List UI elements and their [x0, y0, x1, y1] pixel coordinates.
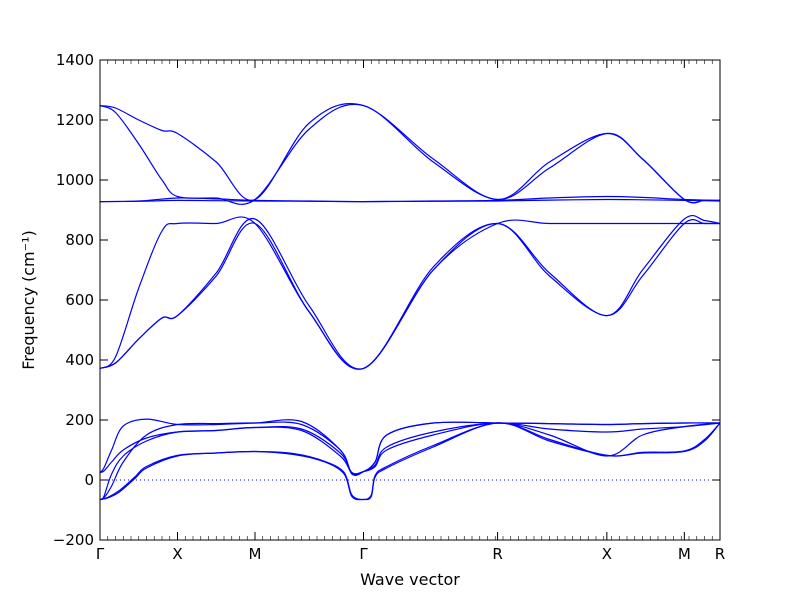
- branch-line-12: [99, 422, 721, 501]
- y-tick-label: 1400: [56, 51, 94, 69]
- x-tick-label: X: [172, 545, 182, 563]
- y-tick-label: 600: [65, 291, 94, 309]
- x-tick-label: X: [602, 545, 612, 563]
- branch-line-6: [99, 215, 721, 370]
- branch-line-7: [99, 421, 721, 501]
- branch-line-11: [99, 422, 721, 501]
- branch-line-3: [99, 198, 721, 203]
- branch-line-1: [99, 103, 721, 205]
- branch-line-0: [99, 102, 721, 204]
- x-tick-label: M: [678, 545, 691, 563]
- branch-line-9: [99, 422, 721, 501]
- branch-line-8: [99, 418, 721, 476]
- x-tick-label: M: [249, 545, 262, 563]
- x-tick-label: Γ: [359, 545, 368, 563]
- x-tick-label: R: [492, 545, 502, 563]
- branch-line-5: [99, 219, 720, 370]
- y-tick-label: 1200: [56, 111, 94, 129]
- x-axis-label: Wave vector: [360, 570, 460, 589]
- y-tick-label: −200: [53, 531, 94, 549]
- y-tick-label: 800: [65, 231, 94, 249]
- y-tick-label: 0: [84, 471, 94, 489]
- y-tick-label: 200: [65, 411, 94, 429]
- x-tick-label: Γ: [96, 545, 105, 563]
- y-axis-label: Frequency (cm⁻¹): [19, 230, 38, 369]
- y-tick-label: 1000: [56, 171, 94, 189]
- series-lines: [99, 102, 721, 501]
- y-tick-label: 400: [65, 351, 94, 369]
- x-tick-label: R: [715, 545, 725, 563]
- minor-ticks: [99, 60, 721, 540]
- branch-line-4: [99, 216, 720, 370]
- y-axis-ticks: −200 0 200 400 600 800 1000 1200 1400: [53, 51, 720, 549]
